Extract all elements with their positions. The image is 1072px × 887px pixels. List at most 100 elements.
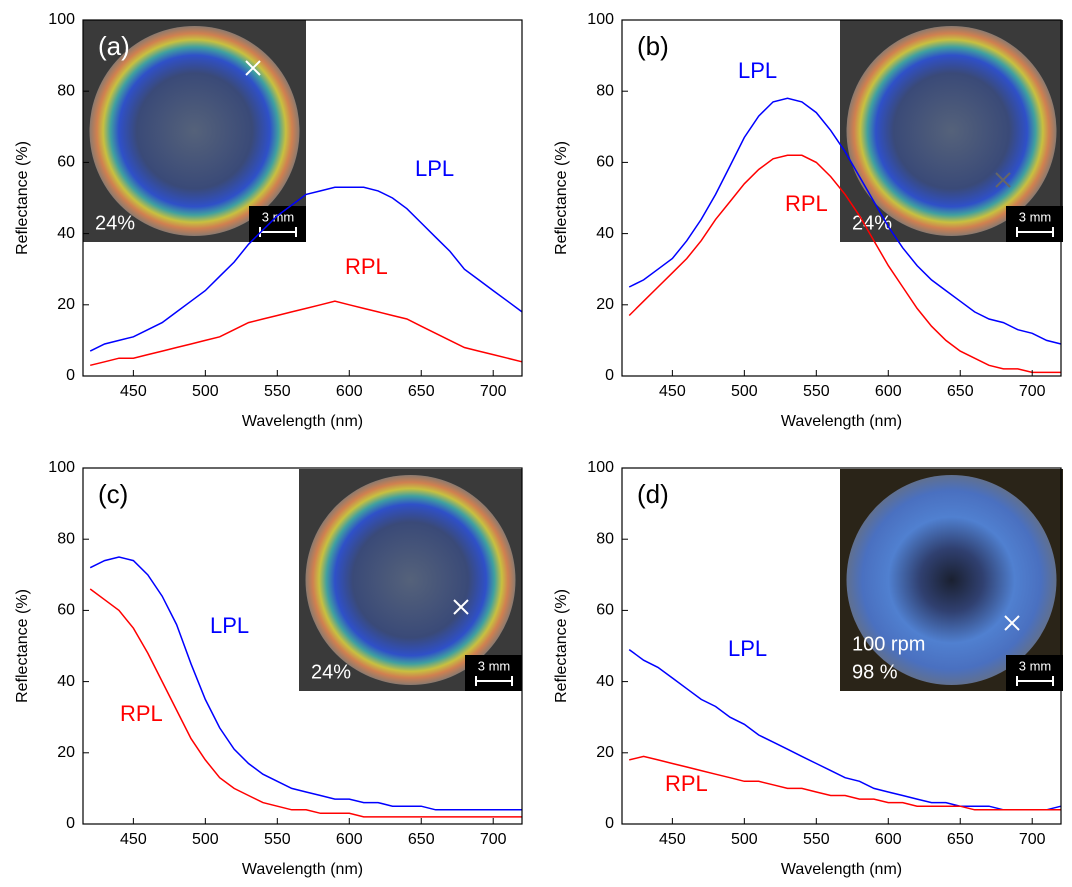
y-tick-label: 100: [587, 459, 614, 476]
x-tick-label: 550: [803, 383, 830, 400]
panel-label: (d): [637, 479, 669, 509]
x-tick-label: 650: [408, 831, 435, 848]
sample-disc: [846, 26, 1057, 236]
x-axis-label: Wavelength (nm): [242, 861, 363, 878]
spectrum-line: [89, 186, 523, 352]
y-tick-label: 80: [596, 82, 614, 99]
x-axis-label: Wavelength (nm): [242, 413, 363, 430]
series-label: LPL: [210, 613, 249, 638]
x-tick-label: 450: [120, 831, 147, 848]
sample-disc: [846, 475, 1057, 685]
y-tick-label: 100: [48, 11, 75, 28]
spectrum-line: [89, 588, 522, 818]
y-tick-label: 0: [605, 367, 614, 384]
inset-label: 24%: [311, 661, 351, 683]
y-tick-label: 100: [48, 459, 75, 476]
x-tick-label: 700: [480, 831, 507, 848]
x-tick-label: 600: [875, 831, 902, 848]
measure-point: [453, 599, 469, 615]
x-tick-label: 450: [120, 383, 147, 400]
x-tick-label: 650: [947, 383, 974, 400]
panel-label: (b): [637, 31, 669, 61]
y-tick-label: 20: [57, 296, 75, 313]
y-tick-label: 80: [57, 82, 75, 99]
x-tick-label: 650: [947, 831, 974, 848]
x-tick-label: 450: [659, 383, 686, 400]
sample-disc: [305, 475, 516, 685]
spectrum-line: [89, 556, 522, 811]
y-tick-label: 0: [66, 815, 75, 832]
y-tick-label: 60: [57, 154, 75, 171]
x-tick-label: 550: [264, 383, 291, 400]
series-label: LPL: [415, 156, 454, 181]
panel-label: (c): [98, 479, 128, 509]
measure-point: [245, 60, 261, 76]
y-tick-label: 80: [57, 530, 75, 547]
x-tick-label: 600: [336, 383, 363, 400]
scale-label: 3 mm: [478, 658, 511, 673]
y-tick-label: 40: [596, 673, 614, 690]
x-axis-label: Wavelength (nm): [781, 861, 902, 878]
x-tick-label: 700: [1019, 383, 1046, 400]
x-axis-label: Wavelength (nm): [781, 413, 902, 430]
x-tick-label: 600: [336, 831, 363, 848]
y-tick-label: 60: [57, 602, 75, 619]
plot-frame: [621, 19, 1062, 377]
series-label: RPL: [665, 771, 708, 796]
plot-frame: [621, 467, 1062, 825]
scale-bar: [475, 676, 513, 686]
inset-label: 100 rpm: [852, 633, 925, 655]
series-label: RPL: [120, 701, 163, 726]
x-tick-label: 550: [803, 831, 830, 848]
x-tick-label: 500: [192, 383, 219, 400]
scale-bar: [1016, 676, 1054, 686]
y-tick-label: 60: [596, 154, 614, 171]
plot-frame: [82, 467, 523, 825]
x-tick-label: 500: [731, 383, 758, 400]
measure-point: [995, 172, 1011, 188]
x-tick-label: 600: [875, 383, 902, 400]
y-tick-label: 40: [596, 225, 614, 242]
spectrum-line: [628, 648, 1062, 811]
measure-point: [1004, 615, 1020, 631]
x-tick-label: 500: [192, 831, 219, 848]
series-label: LPL: [728, 636, 767, 661]
spectrum-line: [629, 755, 1061, 811]
scale-label: 3 mm: [1019, 209, 1052, 224]
x-tick-label: 650: [408, 383, 435, 400]
y-tick-label: 20: [57, 744, 75, 761]
y-axis-label: Reflectance (%): [553, 589, 570, 703]
x-tick-label: 500: [731, 831, 758, 848]
inset-label: 24%: [95, 212, 135, 234]
scale-label: 3 mm: [1019, 658, 1052, 673]
plot-frame: [82, 19, 523, 377]
inset-label: 98 %: [852, 661, 898, 683]
y-tick-label: 0: [605, 815, 614, 832]
spectrum-line: [628, 154, 1061, 374]
y-tick-label: 20: [596, 296, 614, 313]
spectrum-line: [90, 300, 523, 367]
inset-label: 24%: [852, 212, 892, 234]
y-tick-label: 60: [596, 602, 614, 619]
y-axis-label: Reflectance (%): [14, 589, 31, 703]
spectrum-line: [628, 97, 1062, 345]
x-tick-label: 700: [480, 383, 507, 400]
series-label: LPL: [738, 58, 777, 83]
x-tick-label: 450: [659, 831, 686, 848]
x-tick-label: 550: [264, 831, 291, 848]
sample-disc: [89, 26, 300, 236]
scale-bar: [1016, 227, 1054, 237]
y-axis-label: Reflectance (%): [14, 141, 31, 255]
y-tick-label: 20: [596, 744, 614, 761]
y-tick-label: 100: [587, 11, 614, 28]
series-label: RPL: [785, 191, 828, 216]
y-tick-label: 80: [596, 530, 614, 547]
y-tick-label: 40: [57, 673, 75, 690]
scale-label: 3 mm: [262, 209, 295, 224]
y-tick-label: 40: [57, 225, 75, 242]
y-axis-label: Reflectance (%): [553, 141, 570, 255]
y-tick-label: 0: [66, 367, 75, 384]
series-label: RPL: [345, 254, 388, 279]
panel-label: (a): [98, 31, 130, 61]
